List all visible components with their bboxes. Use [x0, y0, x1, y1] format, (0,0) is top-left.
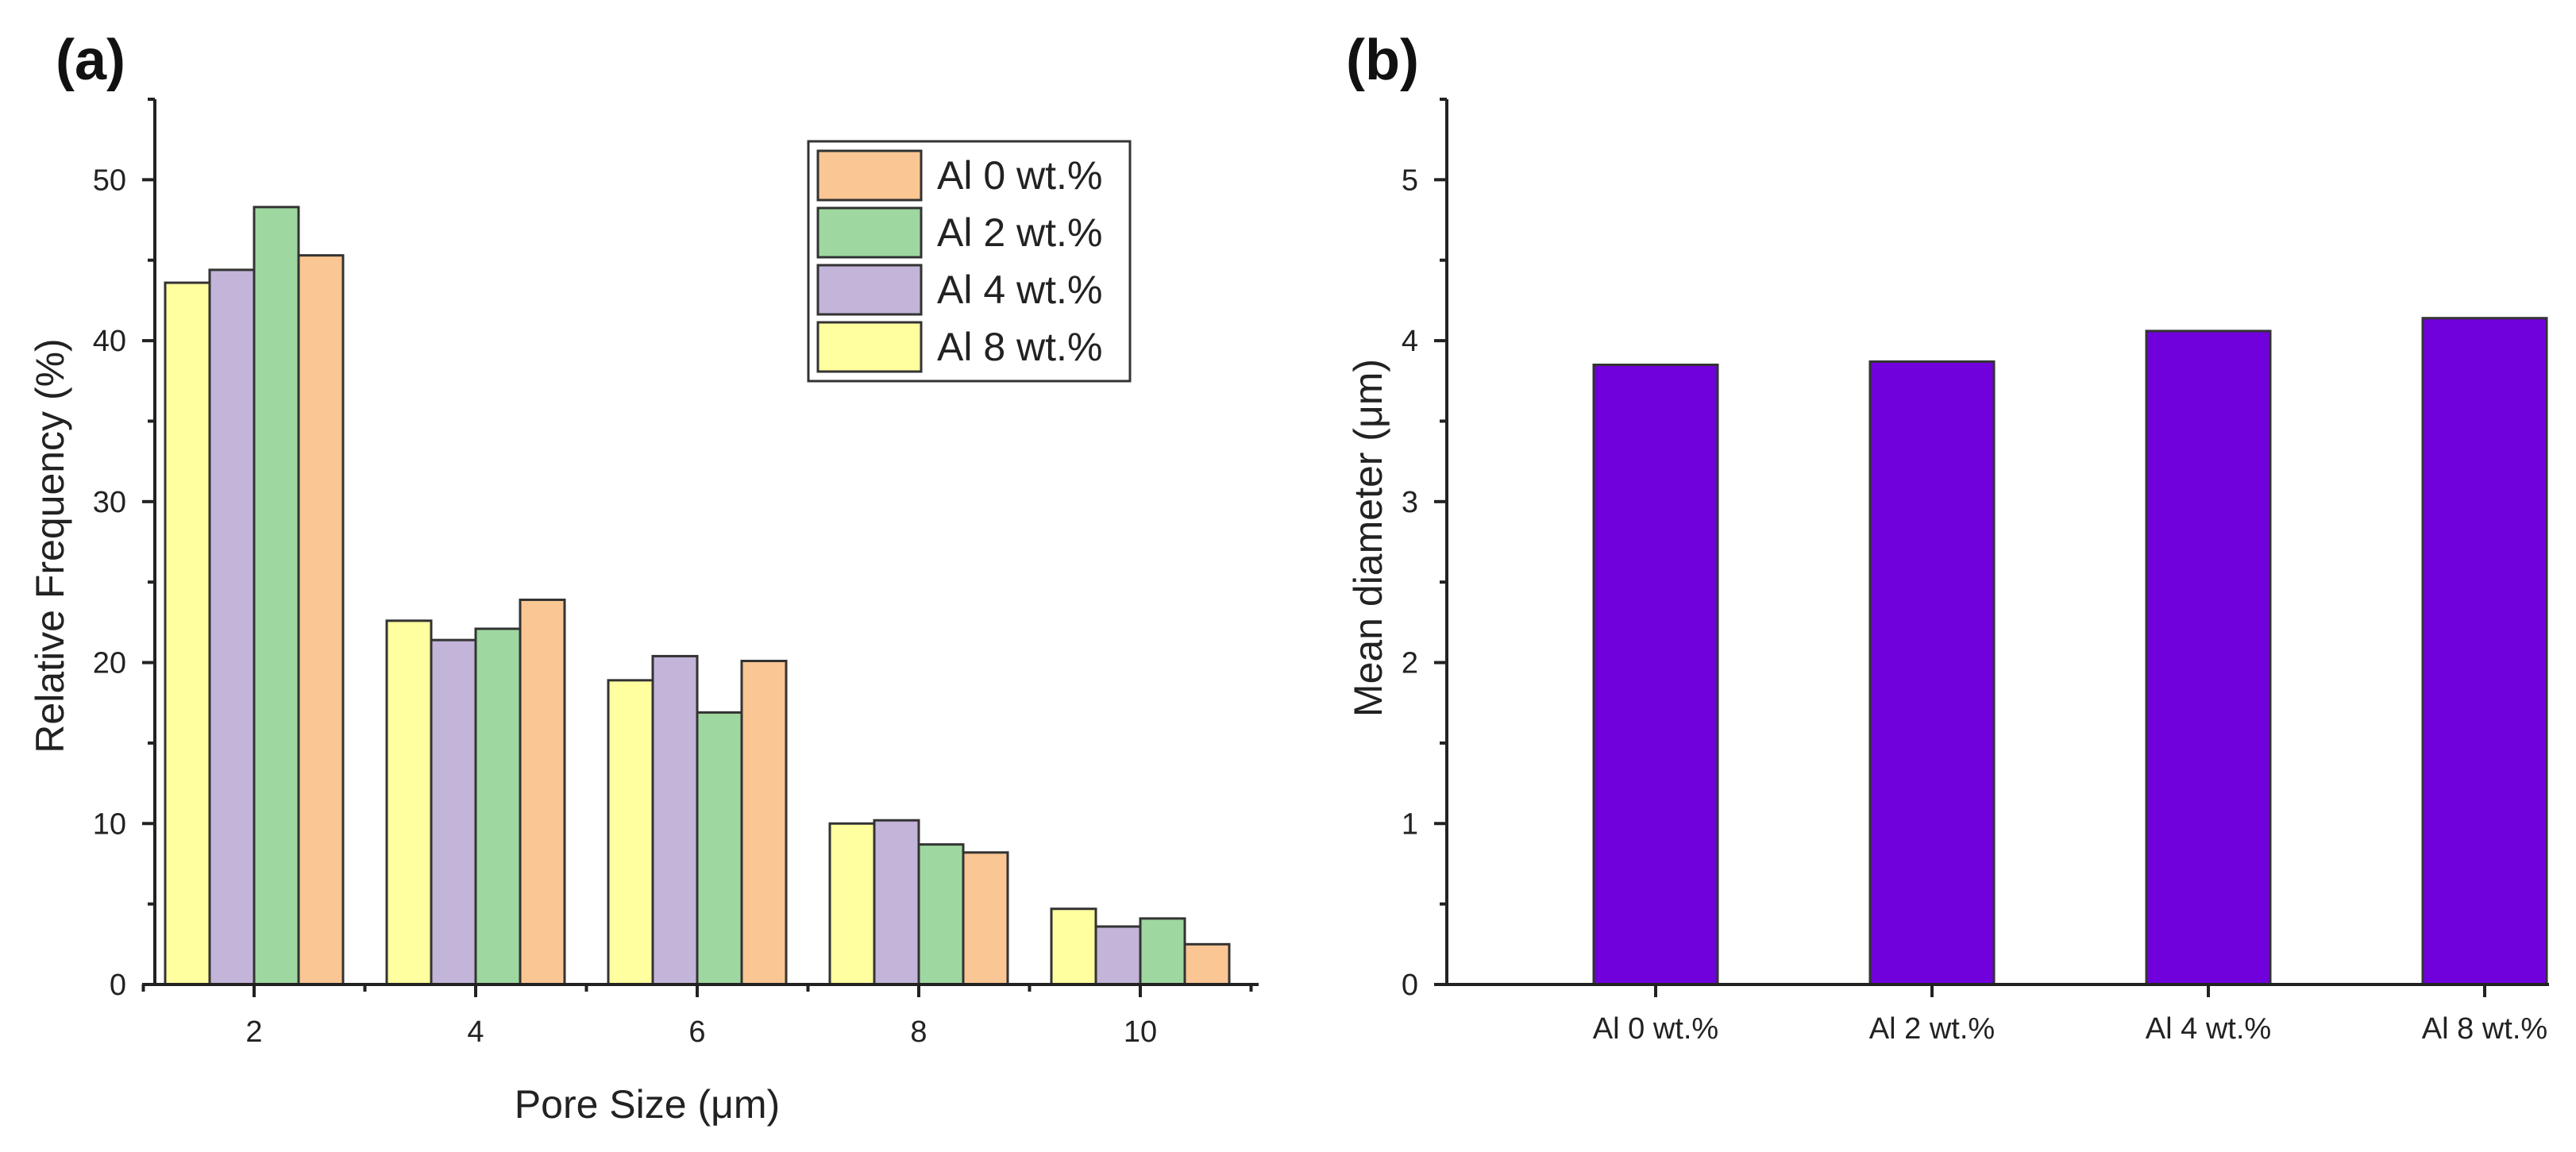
panel-b-bars — [1592, 317, 2548, 986]
bar-al-2-wt--size-4 — [474, 627, 522, 986]
legend-swatch — [816, 321, 923, 373]
x-category-label: Al 8 wt.% — [2422, 1012, 2547, 1046]
legend-label: Al 0 wt.% — [937, 153, 1102, 198]
y-tick-label: 0 — [1402, 969, 1418, 1002]
bar-al-0-wt--size-4 — [519, 598, 566, 986]
panel-b-mean-diameter: (b) Al 0 wt.% Al 2 wt.% Al 4 wt.% Al 8 wt.%… — [1346, 29, 2549, 1046]
bar-al-2-wt--size-10 — [1139, 917, 1186, 986]
bar-al-4-wt--size-2 — [208, 268, 256, 986]
y-tick-label: 40 — [93, 325, 126, 358]
x-tick-label: 8 — [910, 1015, 927, 1049]
x-category-label: Al 0 wt.% — [1593, 1012, 1718, 1046]
y-tick-label: 3 — [1402, 486, 1418, 519]
legend-swatch — [816, 149, 923, 202]
bar-al-8-wt--size-4 — [385, 619, 433, 986]
bar-al-2-wt--size-6 — [696, 711, 743, 986]
bar-al-2-wt--size-2 — [253, 206, 300, 986]
legend-swatch — [816, 206, 923, 259]
bar-mean-diameter-al-0-wt- — [1592, 364, 1719, 986]
y-tick-label: 4 — [1402, 325, 1418, 358]
legend-label: Al 8 wt.% — [937, 325, 1102, 369]
bar-al-8-wt--size-10 — [1050, 907, 1097, 986]
bar-al-0-wt--size-8 — [962, 851, 1009, 986]
panel-a-pore-size-histogram: (a) 2 4 6 8 10 0 10 20 30 40 50 Relative Frequency… — [28, 29, 1259, 1127]
bar-al-0-wt--size-2 — [297, 254, 345, 986]
y-tick-label: 30 — [93, 486, 126, 519]
bar-al-4-wt--size-4 — [430, 638, 477, 986]
panel-b-axes: Al 0 wt.% Al 2 wt.% Al 4 wt.% Al 8 wt.% 0 1 2 3… — [1402, 98, 2549, 1046]
legend-label: Al 2 wt.% — [937, 210, 1102, 255]
bar-al-8-wt--size-6 — [607, 679, 654, 986]
y-tick-label: 1 — [1402, 807, 1418, 841]
y-tick-label: 50 — [93, 164, 126, 197]
panel-a-legend: Al 0 wt.% Al 2 wt.% Al 4 wt.% Al 8 wt.% — [807, 140, 1132, 383]
panel-b-label: (b) — [1346, 29, 1419, 92]
bar-al-4-wt--size-6 — [651, 654, 699, 986]
legend-label: Al 4 wt.% — [937, 268, 1102, 312]
x-tick-label: 10 — [1124, 1015, 1157, 1049]
bar-al-8-wt--size-2 — [164, 281, 211, 986]
bar-al-4-wt--size-8 — [873, 819, 920, 986]
y-tick-label: 20 — [93, 647, 126, 680]
y-tick-label: 5 — [1402, 164, 1418, 197]
bar-al-0-wt--size-6 — [740, 660, 788, 986]
y-tick-label: 10 — [93, 807, 126, 841]
bar-al-2-wt--size-8 — [917, 843, 965, 986]
y-tick-label: 2 — [1402, 647, 1418, 680]
legend-swatch — [816, 264, 923, 316]
panel-a-y-axis-title: Relative Frequency (%) — [28, 338, 72, 753]
x-tick-label: 6 — [688, 1015, 705, 1049]
bar-mean-diameter-al-2-wt- — [1868, 360, 1996, 986]
panel-a-bars — [164, 206, 1231, 986]
panel-a-x-axis-title: Pore Size (μm) — [515, 1082, 780, 1127]
panel-b-y-axis-title: Mean diameter (μm) — [1346, 359, 1390, 717]
bar-mean-diameter-al-8-wt- — [2421, 317, 2548, 986]
bar-mean-diameter-al-4-wt- — [2145, 329, 2272, 986]
x-category-label: Al 4 wt.% — [2146, 1012, 2271, 1046]
panel-a-label: (a) — [56, 29, 125, 92]
bar-al-8-wt--size-8 — [828, 822, 876, 986]
bar-al-4-wt--size-10 — [1094, 925, 1142, 986]
x-tick-label: 2 — [245, 1015, 262, 1049]
panel-a-axes: 2 4 6 8 10 0 10 20 30 40 50 — [93, 98, 1259, 1049]
bar-al-0-wt--size-10 — [1183, 942, 1231, 986]
x-tick-label: 4 — [467, 1015, 484, 1049]
y-tick-label: 0 — [110, 969, 126, 1002]
x-category-label: Al 2 wt.% — [1869, 1012, 1995, 1046]
